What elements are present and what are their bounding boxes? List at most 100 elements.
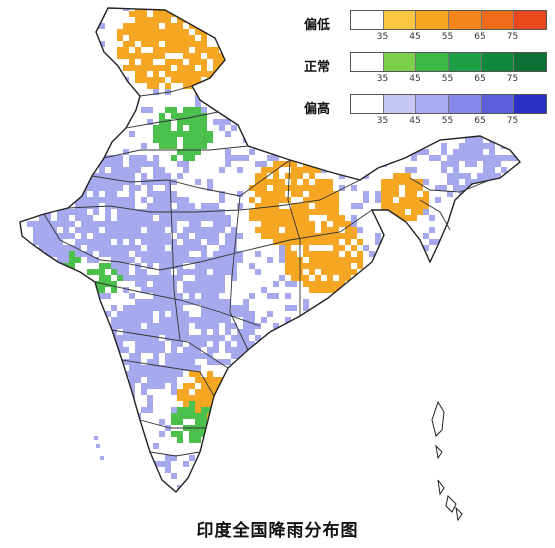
rain-cell <box>20 275 21 281</box>
rain-cell <box>213 227 219 233</box>
rain-cell <box>177 359 183 365</box>
rain-cell <box>69 71 75 77</box>
rain-cell <box>75 185 81 191</box>
rain-cell <box>339 245 345 251</box>
rain-cell <box>57 293 63 299</box>
rain-cell <box>177 407 183 413</box>
rain-cell <box>219 401 225 407</box>
rain-cell <box>153 275 159 281</box>
rain-cell <box>339 485 345 491</box>
rain-cell <box>39 299 45 305</box>
rain-cell <box>189 293 195 299</box>
rain-cell <box>195 335 201 341</box>
rain-cell <box>171 413 177 419</box>
rain-cell <box>57 365 63 371</box>
rain-cell <box>165 137 171 143</box>
rain-cell <box>339 281 345 287</box>
rain-cell <box>111 461 117 467</box>
legend-tick-label: 55 <box>441 116 454 126</box>
rain-cell <box>45 59 51 65</box>
rain-cell <box>483 245 489 251</box>
rain-cell <box>363 245 369 251</box>
rain-cell <box>393 257 399 263</box>
rain-cell <box>153 257 159 263</box>
rain-cell <box>159 269 165 275</box>
rain-cell <box>153 167 159 173</box>
rain-cell <box>273 173 279 179</box>
rain-cell <box>273 119 279 125</box>
rain-cell <box>189 215 195 221</box>
rain-cell <box>267 119 273 125</box>
rain-cell <box>99 263 105 269</box>
rain-cell <box>183 407 189 413</box>
rain-cell <box>483 143 489 149</box>
rain-cell <box>39 239 45 245</box>
rain-cell <box>177 323 183 329</box>
rain-cell <box>381 425 387 431</box>
rain-cell <box>237 233 243 239</box>
legend-ticks-above: 35 45 55 65 75 <box>350 116 545 128</box>
rain-cell <box>387 473 393 479</box>
rain-cell <box>249 101 255 107</box>
rain-cell <box>165 425 171 431</box>
rain-cell <box>99 329 105 335</box>
rain-cell <box>219 89 225 95</box>
rain-cell <box>159 239 165 245</box>
rain-cell <box>435 359 441 365</box>
rain-cell <box>471 191 477 197</box>
rain-cell <box>519 251 520 257</box>
rain-cell <box>189 287 195 293</box>
rain-cell <box>93 245 99 251</box>
rain-cell <box>225 101 231 107</box>
rain-cell <box>303 275 309 281</box>
rain-cell <box>393 179 399 185</box>
rain-cell <box>135 311 141 317</box>
rain-cell <box>129 335 135 341</box>
legend-tick-label: 65 <box>474 32 486 42</box>
rain-cell <box>459 365 465 371</box>
rain-cell <box>345 233 351 239</box>
rain-cell <box>255 227 261 233</box>
rain-cell <box>165 275 171 281</box>
rain-cell <box>519 275 520 281</box>
rain-cell <box>111 359 117 365</box>
rain-cell <box>159 65 165 71</box>
rain-cell <box>243 467 249 473</box>
rain-cell <box>57 257 63 263</box>
rain-cell <box>21 137 27 143</box>
rain-cell <box>249 95 255 101</box>
rain-cell <box>147 35 153 41</box>
rain-cell <box>147 359 153 365</box>
rain-cell <box>291 191 297 197</box>
rain-cell <box>147 305 153 311</box>
rain-cell <box>285 35 291 41</box>
rain-cell <box>453 209 459 215</box>
rain-cell <box>135 281 141 287</box>
rain-cell <box>339 167 345 173</box>
rain-cell <box>201 245 207 251</box>
rain-cell <box>147 299 153 305</box>
rain-cell <box>333 281 339 287</box>
rain-cell <box>441 461 447 467</box>
legend-swatch <box>416 95 450 113</box>
rain-cell <box>393 203 399 209</box>
rain-cell <box>303 197 309 203</box>
rain-cell <box>375 425 381 431</box>
legend-swatch <box>481 95 515 113</box>
rain-cell <box>147 347 153 353</box>
rain-cell <box>213 317 219 323</box>
rain-cell <box>81 233 87 239</box>
rain-cell <box>87 197 93 203</box>
rain-cell <box>225 215 231 221</box>
rain-cell <box>297 185 303 191</box>
rain-cell <box>201 47 207 53</box>
rain-cell <box>165 239 171 245</box>
rain-cell <box>201 419 207 425</box>
rain-cell <box>27 8 33 11</box>
rain-cell <box>93 401 99 407</box>
rain-cell <box>111 179 117 185</box>
rain-cell <box>303 305 309 311</box>
rain-cell <box>105 197 111 203</box>
rain-cell <box>105 293 111 299</box>
rain-cell <box>87 215 93 221</box>
